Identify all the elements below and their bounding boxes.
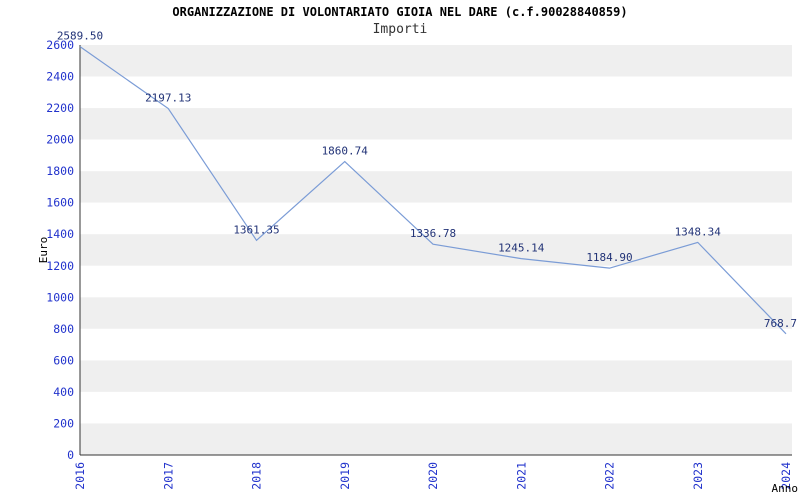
x-axis-title: Anno [772,482,799,495]
grid-band [80,423,792,455]
y-tick-label: 1400 [46,227,74,241]
y-tick-label: 2000 [46,133,74,147]
data-point-label: 1361.35 [233,223,279,236]
x-tick-label: 2023 [691,462,705,490]
y-tick-label: 1200 [46,259,74,273]
x-tick-label: 2021 [514,462,528,490]
data-point-label: 1336.78 [410,227,456,240]
grid-band [80,265,792,298]
grid-band [80,202,792,235]
y-tick-label: 1000 [46,290,74,304]
y-tick-label: 2200 [46,101,74,115]
x-tick-label: 2024 [779,462,793,490]
data-point-label: 1860.74 [322,145,369,158]
x-tick-label: 2019 [338,462,352,490]
x-tick-label: 2018 [250,462,264,490]
y-tick-label: 400 [53,385,74,399]
grid-band [80,139,792,172]
grid-band [80,171,792,203]
y-axis-title: Euro [37,237,50,264]
y-tick-label: 1600 [46,196,74,210]
grid-band [80,328,792,361]
grid-band [80,360,792,392]
y-tick-label: 600 [53,353,74,367]
grid-band [80,391,792,424]
grid-band [80,76,792,109]
data-point-label: 2197.13 [145,92,191,105]
chart-subtitle: Importi [372,22,428,37]
chart-title: ORGANIZZAZIONE DI VOLONTARIATO GIOIA NEL… [172,5,628,19]
grid-band [80,108,792,140]
y-tick-label: 800 [53,322,74,336]
grid-band [80,297,792,329]
x-tick-label: 2017 [161,462,175,490]
data-point-label: 2589.50 [57,30,103,43]
y-tick-label: 2400 [46,70,74,84]
y-tick-label: 200 [53,416,74,430]
y-tick-label: 2600 [46,38,74,52]
data-polyline [79,46,787,335]
y-tick-label: 1800 [46,164,74,178]
y-tick-label: 0 [67,448,74,462]
data-point-label: 768.7 [764,317,797,330]
x-tick-label: 2016 [73,462,87,490]
x-tick-label: 2022 [603,462,617,490]
data-point-label: 1348.34 [675,225,722,238]
x-tick-label: 2020 [426,462,440,490]
data-point-label: 1184.90 [586,251,632,264]
grid-band [80,45,792,77]
data-point-label: 1245.14 [498,242,545,255]
